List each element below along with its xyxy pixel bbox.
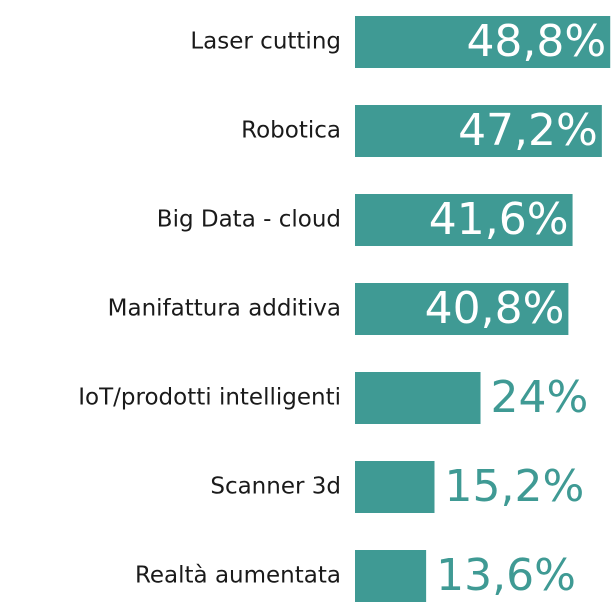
value-label: 15,2% [444, 461, 584, 512]
category-label: IoT/prodotti intelligenti [78, 385, 341, 411]
bar [355, 105, 602, 157]
value-label: 13,6% [436, 550, 576, 601]
bar [355, 283, 569, 335]
category-label: Realtà aumentata [135, 563, 341, 589]
value-label: 48,8% [466, 16, 606, 67]
bar [355, 16, 611, 68]
category-label: Laser cutting [190, 29, 341, 55]
category-label: Robotica [241, 118, 341, 144]
category-label: Scanner 3d [210, 474, 341, 500]
bar [355, 550, 427, 602]
value-label: 41,6% [429, 194, 569, 245]
bar [355, 194, 573, 246]
bar [355, 372, 481, 424]
category-label: Manifattura additiva [108, 296, 341, 322]
category-label: Big Data - cloud [157, 207, 341, 233]
value-label: 24% [491, 372, 589, 423]
value-label: 40,8% [425, 283, 565, 334]
value-label: 47,2% [458, 105, 598, 156]
bar [355, 461, 435, 513]
